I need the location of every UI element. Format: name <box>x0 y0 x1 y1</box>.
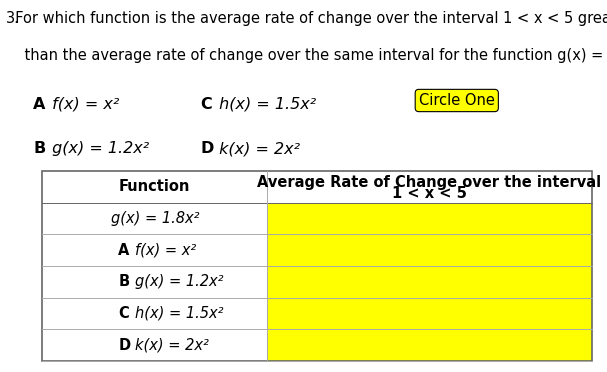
Text: h(x) = 1.5x²: h(x) = 1.5x² <box>214 97 316 112</box>
Text: g(x) = 1.8x²: g(x) = 1.8x² <box>110 211 199 226</box>
Bar <box>267 329 592 361</box>
Text: h(x) = 1.5x²: h(x) = 1.5x² <box>135 306 224 321</box>
Text: For which function is the average rate of change over the interval 1 < x < 5 gre: For which function is the average rate o… <box>6 11 607 26</box>
Bar <box>42 203 267 234</box>
Bar <box>42 266 267 298</box>
Text: B: B <box>33 141 46 156</box>
Text: B: B <box>118 274 129 289</box>
Text: D: D <box>200 141 214 156</box>
Bar <box>267 298 592 329</box>
Text: D: D <box>118 337 131 353</box>
Text: k(x) = 2x²: k(x) = 2x² <box>214 141 300 156</box>
Bar <box>42 329 267 361</box>
Text: C: C <box>200 97 212 112</box>
Text: f(x) = x²: f(x) = x² <box>135 243 197 258</box>
Text: 1 < x < 5: 1 < x < 5 <box>392 186 467 201</box>
Text: Average Rate of Change over the interval: Average Rate of Change over the interval <box>257 175 602 190</box>
Text: 3.: 3. <box>6 11 20 26</box>
Bar <box>42 298 267 329</box>
Bar <box>267 266 592 298</box>
Bar <box>42 171 592 203</box>
Bar <box>267 203 592 234</box>
Bar <box>267 234 592 266</box>
Text: C: C <box>118 306 129 321</box>
Text: A: A <box>33 97 46 112</box>
Text: g(x) = 1.2x²: g(x) = 1.2x² <box>47 141 149 156</box>
Text: A: A <box>118 243 130 258</box>
Bar <box>42 171 592 361</box>
Text: k(x) = 2x²: k(x) = 2x² <box>135 337 209 353</box>
Text: Function: Function <box>119 179 191 195</box>
Text: than the average rate of change over the same interval for the function g(x) = 1: than the average rate of change over the… <box>6 48 607 63</box>
Text: Circle One: Circle One <box>419 93 495 108</box>
Text: f(x) = x²: f(x) = x² <box>47 97 119 112</box>
Bar <box>42 234 267 266</box>
Text: g(x) = 1.2x²: g(x) = 1.2x² <box>135 274 224 289</box>
